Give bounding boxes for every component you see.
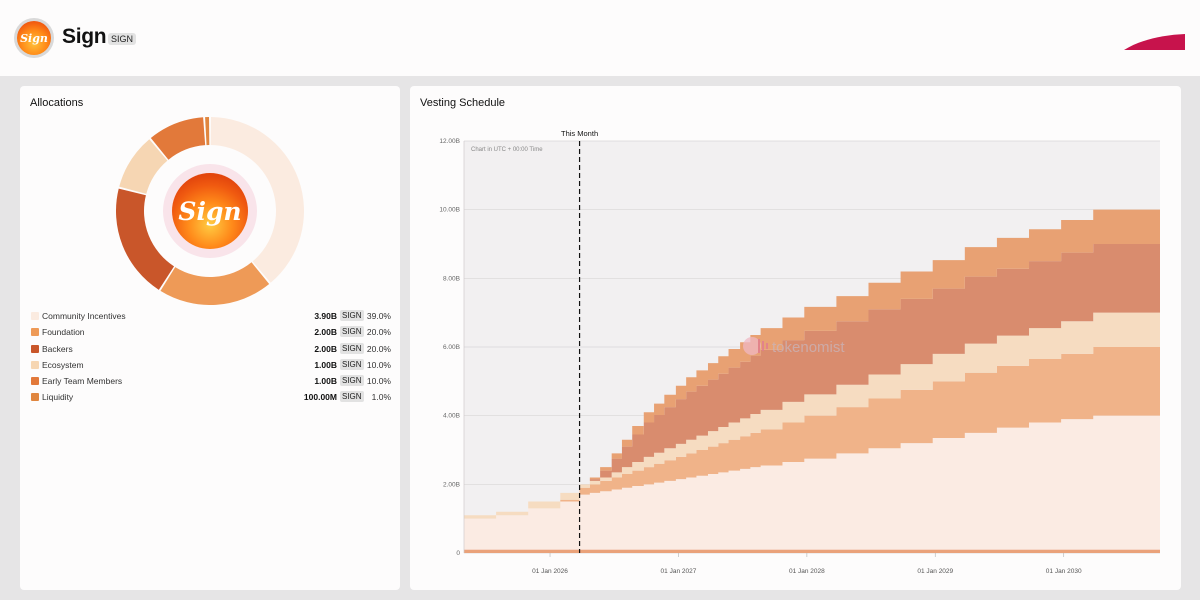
area-series-liquidity <box>464 549 1160 553</box>
legend-swatch <box>31 393 39 402</box>
sign-logo-icon: Sign <box>17 21 51 55</box>
legend-amount: 1.00B <box>314 376 337 387</box>
legend-percent: 20.0% <box>366 343 391 354</box>
y-tick-label: 0 <box>456 550 460 557</box>
legend-swatch <box>31 360 39 369</box>
vesting-title: Vesting Schedule <box>420 97 506 109</box>
donut-slice-ecosystem[interactable] <box>119 139 168 194</box>
token-ticker-badge: SIGN <box>108 33 137 45</box>
center-sign-logo-icon <box>172 173 248 249</box>
legend-swatch <box>31 344 39 353</box>
area-series-early-team-members <box>464 209 1160 516</box>
y-tick-label: 2.00B <box>443 481 460 488</box>
donut-slice-early-team-members[interactable] <box>150 117 206 160</box>
area-series-foundation <box>464 347 1160 519</box>
legend-ticker: SIGN <box>340 342 364 354</box>
legend-amount: 2.00B <box>314 327 337 338</box>
page-header: Sign Sign SIGN <box>0 0 1200 76</box>
legend-swatch <box>31 312 39 320</box>
area-series-community-incentives <box>464 415 1160 550</box>
area-series-ecosystem <box>464 312 1160 519</box>
donut-slice-community-incentives[interactable] <box>210 117 304 283</box>
token-title: Sign <box>62 25 107 48</box>
donut-slice-foundation[interactable] <box>160 262 270 305</box>
legend-ticker: SIGN <box>340 391 364 403</box>
this-month-label: This Month <box>561 129 598 138</box>
y-tick-label: 10.00B <box>439 207 460 214</box>
allocation-legend: Community Incentives 3.90B SIGN 39.0% Founda… <box>31 310 391 408</box>
legend-label: Community Incentives <box>42 311 126 321</box>
watermark-text: tokenomist <box>772 339 845 356</box>
legend-row[interactable]: Foundation 2.00B SIGN 20.0% <box>31 326 391 342</box>
y-tick-label: 4.00B <box>443 413 460 420</box>
brand-swoosh-icon <box>1124 34 1185 50</box>
legend-ticker: SIGN <box>340 375 364 387</box>
legend-ticker: SIGN <box>340 310 364 321</box>
legend-ticker: SIGN <box>340 326 364 338</box>
legend-percent: 39.0% <box>366 311 391 321</box>
y-tick-label: 6.00B <box>443 344 460 351</box>
x-tick-label: 01 Jan 2029 <box>917 568 953 575</box>
legend-label: Foundation <box>42 327 85 338</box>
vesting-schedule-chart: 0 2.00B 4.00B 6.00B 8.00B 10.00B 12.00B 01 Jan … <box>439 129 1160 575</box>
legend-swatch <box>31 328 39 337</box>
legend-percent: 1.0% <box>371 392 391 403</box>
legend-amount: 3.90B <box>314 311 337 321</box>
allocations-title: Allocations <box>30 97 84 109</box>
tokenomist-watermark: tokenomist <box>743 337 845 356</box>
logo-text: Sign <box>20 31 48 45</box>
legend-row[interactable]: Backers 2.00B SIGN 20.0% <box>31 342 391 359</box>
legend-percent: 10.0% <box>366 376 391 387</box>
legend-label: Ecosystem <box>42 359 84 370</box>
allocations-card: Allocations Sign Community Incentives 3.9… <box>20 86 400 590</box>
x-tick-label: 01 Jan 2030 <box>1046 568 1082 575</box>
legend-amount: 2.00B <box>314 343 337 354</box>
legend-row[interactable]: Early Team Members 1.00B SIGN 10.0% <box>31 375 391 391</box>
legend-amount: 1.00B <box>314 359 337 370</box>
token-logo: Sign <box>14 18 54 58</box>
legend-percent: 20.0% <box>366 327 391 338</box>
legend-row[interactable]: Liquidity 100.00M SIGN 1.0% <box>31 391 391 407</box>
legend-label: Liquidity <box>42 392 74 403</box>
legend-label: Backers <box>42 343 73 354</box>
x-tick-label: 01 Jan 2027 <box>661 568 697 575</box>
y-tick-label: 12.00B <box>439 138 460 145</box>
x-tick-label: 01 Jan 2026 <box>532 568 568 575</box>
legend-swatch <box>31 377 39 386</box>
tokenomist-logo-icon <box>743 337 761 355</box>
allocation-donut-chart: Sign <box>116 117 304 305</box>
area-series-backers <box>464 244 1160 516</box>
donut-slice-backers[interactable] <box>116 188 175 290</box>
legend-ticker: SIGN <box>340 358 364 370</box>
legend-percent: 10.0% <box>366 359 391 370</box>
chart-note: Chart in UTC + 00:00 Time <box>471 147 543 153</box>
center-logo-text: Sign <box>178 197 241 226</box>
vesting-card: Vesting Schedule 0 2.00B 4.00B 6.00B 8.00B 10… <box>410 86 1181 590</box>
x-tick-label: 01 Jan 2028 <box>789 568 825 575</box>
legend-amount: 100.00M <box>303 392 337 403</box>
donut-slice-liquidity[interactable] <box>205 117 210 146</box>
legend-row[interactable]: Community Incentives 3.90B SIGN 39.0% <box>31 310 391 326</box>
legend-label: Early Team Members <box>42 376 123 387</box>
y-tick-label: 8.00B <box>443 275 460 282</box>
legend-row[interactable]: Ecosystem 1.00B SIGN 10.0% <box>31 358 391 375</box>
